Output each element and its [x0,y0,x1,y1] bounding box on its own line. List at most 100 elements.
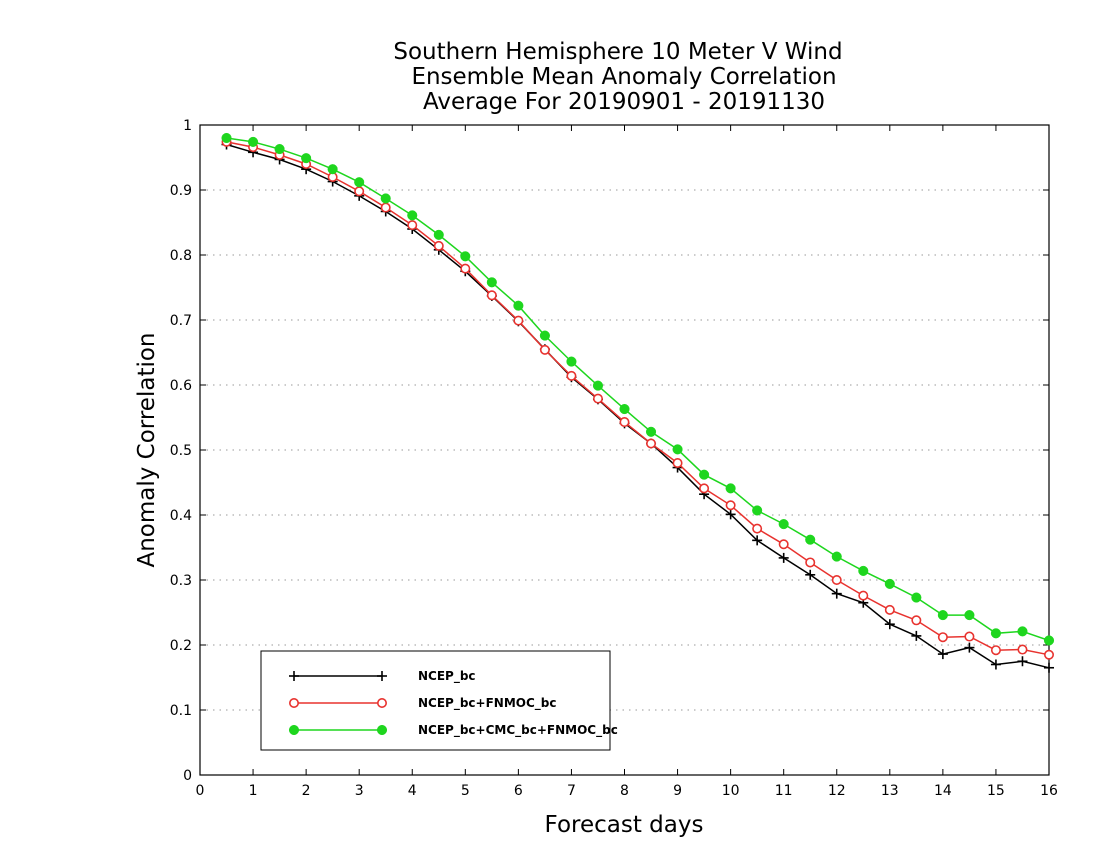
y-tick-label: 0.6 [170,378,192,394]
data-point [937,649,948,660]
x-tick-label: 16 [1040,783,1058,799]
x-tick-label: 9 [673,783,682,799]
data-point [221,132,232,144]
data-point [884,578,895,589]
y-tick-label: 0.8 [170,248,192,264]
data-point [990,659,1001,670]
series-line [226,141,1050,656]
x-tick-label: 7 [567,783,576,799]
data-point [725,500,736,511]
data-point [619,417,630,428]
data-point [964,610,975,621]
legend: NCEP_bc NCEP_bc+FNMOC_bc NCEP_bc+CMC_bc+FN… [260,650,618,751]
data-point [725,483,736,494]
y-tick-label: 1 [183,118,192,134]
axis-ticks: 00.10.20.30.40.50.60.70.80.910 1 2 3 4 5 6 7 8 9 1… [170,118,1058,799]
data-point [858,565,869,576]
x-axis-label: Forecast days [545,812,704,838]
data-point [354,186,365,197]
y-axis-label: Anomaly Correlation [134,332,160,567]
y-tick-label: 0.9 [170,183,192,199]
legend-marker [377,671,387,681]
x-tick-label: 3 [355,783,364,799]
data-point [460,251,471,262]
data-point [831,588,842,599]
data-point [672,444,683,455]
data-point [646,438,657,449]
data-point [831,574,842,585]
legend-marker [376,697,387,708]
data-point [778,519,789,530]
data-point [778,552,789,563]
legend-item: NCEP_bc+FNMOC_bc [288,696,557,711]
data-point [725,509,736,520]
x-tick-label: 14 [934,783,952,799]
data-point [937,632,948,643]
x-tick-label: 4 [408,783,417,799]
data-point [884,619,895,630]
data-point [486,277,497,288]
series-line [226,137,1050,642]
data-point [831,551,842,562]
data-point [592,380,604,391]
data-point [699,483,710,494]
data-point [1017,644,1028,655]
legend-item: NCEP_bc+CMC_bc+FNMOC_bc [288,723,618,738]
series-line [226,143,1050,669]
data-point [858,590,869,601]
series-2 [221,136,1055,660]
data-point [407,210,418,221]
data-point [964,631,975,642]
y-tick-label: 0.3 [170,573,192,589]
data-point [752,523,763,534]
data-point [539,330,550,341]
y-tick-label: 0.5 [170,443,192,459]
data-point [513,315,524,326]
data-point [433,240,444,251]
data-point [327,164,338,175]
data-point [672,457,683,468]
x-tick-label: 5 [461,783,470,799]
legend-marker [288,724,300,736]
data-point [433,229,444,240]
legend-marker [288,697,299,708]
data-point [990,645,1001,656]
data-point [911,630,922,641]
data-point [990,628,1001,639]
series-3 [221,132,1055,646]
data-point [619,404,630,415]
chart-title: Southern Hemisphere 10 Meter V Wind Ense… [393,39,842,115]
title-line-3: Average For 20190901 - 20191130 [423,89,825,115]
grid [200,189,1049,711]
x-tick-label: 2 [302,783,311,799]
data-point [884,604,895,615]
x-tick-label: 8 [620,783,629,799]
x-tick-label: 11 [775,783,793,799]
data-point [1017,656,1028,667]
x-tick-label: 12 [828,783,846,799]
legend-marker [376,724,388,736]
data-point [937,610,948,621]
title-line-2: Ensemble Mean Anomaly Correlation [411,64,836,90]
legend-label: NCEP_bc [418,669,476,684]
data-point [1044,649,1055,660]
data-point [964,642,975,653]
data-point [301,153,312,164]
data-point [407,220,418,231]
data-point [248,136,259,147]
data-point [354,177,365,188]
data-point [699,469,710,480]
x-tick-label: 1 [249,783,258,799]
data-point [566,356,577,367]
plot-frame [199,124,1050,776]
data-point [805,534,816,545]
x-tick-label: 13 [881,783,899,799]
legend-label: NCEP_bc+FNMOC_bc [418,696,557,711]
data-point [911,615,922,626]
data-point [805,557,816,568]
y-tick-label: 0.2 [170,638,192,654]
data-point [513,300,524,311]
data-point [460,263,471,274]
series-group [221,132,1055,673]
